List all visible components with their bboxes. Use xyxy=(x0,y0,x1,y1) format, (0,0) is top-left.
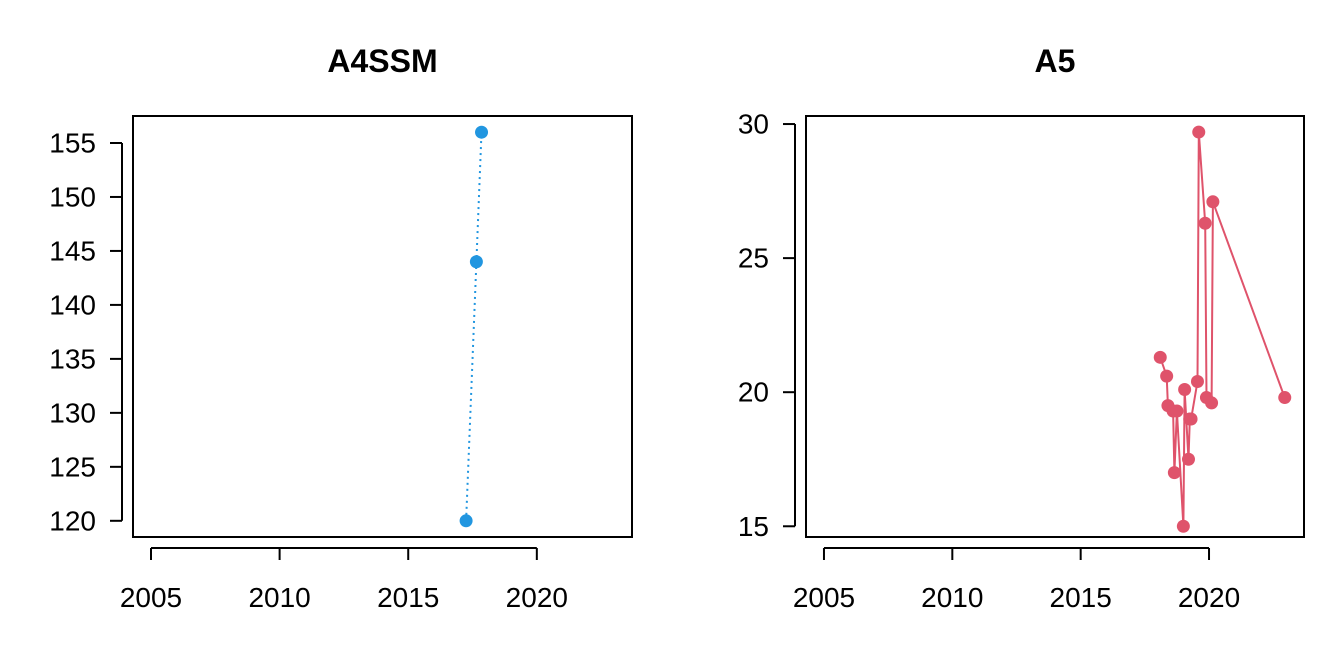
plot-frame xyxy=(132,115,633,538)
data-point xyxy=(1190,374,1204,388)
data-point xyxy=(1153,350,1167,364)
y-tick-label: 155 xyxy=(49,127,96,158)
panel-a4ssm: A4SSM 2005 2010 2015 2020 120 125 130 135 140 145 1… xyxy=(49,43,633,613)
chart-title: A5 xyxy=(1035,43,1076,79)
data-point xyxy=(1278,391,1292,405)
y-tick-label: 125 xyxy=(49,451,96,482)
x-tick-label: 2005 xyxy=(120,582,182,613)
data-point xyxy=(1167,466,1181,480)
chart-title: A4SSM xyxy=(327,43,437,79)
series-line xyxy=(1159,132,1286,527)
data-point xyxy=(469,255,483,269)
data-point xyxy=(1170,404,1184,418)
y-tick-label: 120 xyxy=(49,505,96,536)
data-point xyxy=(1181,452,1195,466)
data-point xyxy=(1184,412,1198,426)
x-tick-label: 2005 xyxy=(793,582,855,613)
y-tick-label: 20 xyxy=(738,377,769,408)
y-tick-label: 30 xyxy=(738,109,769,140)
panel-a5: A5 2005 2010 2015 2020 15 20 25 30 xyxy=(738,43,1305,613)
data-point xyxy=(459,514,473,528)
y-tick-label: 130 xyxy=(49,397,96,428)
data-point xyxy=(475,125,489,139)
data-point xyxy=(1206,195,1220,209)
x-tick-label: 2010 xyxy=(248,582,310,613)
x-tick-label: 2015 xyxy=(1050,582,1112,613)
y-tick-label: 150 xyxy=(49,181,96,212)
y-tick-label: 140 xyxy=(49,289,96,320)
series-line xyxy=(465,132,483,521)
data-point xyxy=(1198,216,1212,230)
data-point xyxy=(1176,519,1190,533)
plot-frame xyxy=(805,115,1305,538)
y-tick-label: 15 xyxy=(738,511,769,542)
data-point xyxy=(1192,125,1206,139)
data-point xyxy=(1205,396,1219,410)
x-tick-label: 2020 xyxy=(1178,582,1240,613)
data-point xyxy=(1178,383,1192,397)
x-tick-label: 2015 xyxy=(377,582,439,613)
y-tick-label: 135 xyxy=(49,343,96,374)
y-tick-label: 145 xyxy=(49,235,96,266)
y-tick-label: 25 xyxy=(738,243,769,274)
data-point xyxy=(1160,369,1174,383)
x-tick-label: 2020 xyxy=(506,582,568,613)
x-tick-label: 2010 xyxy=(921,582,983,613)
